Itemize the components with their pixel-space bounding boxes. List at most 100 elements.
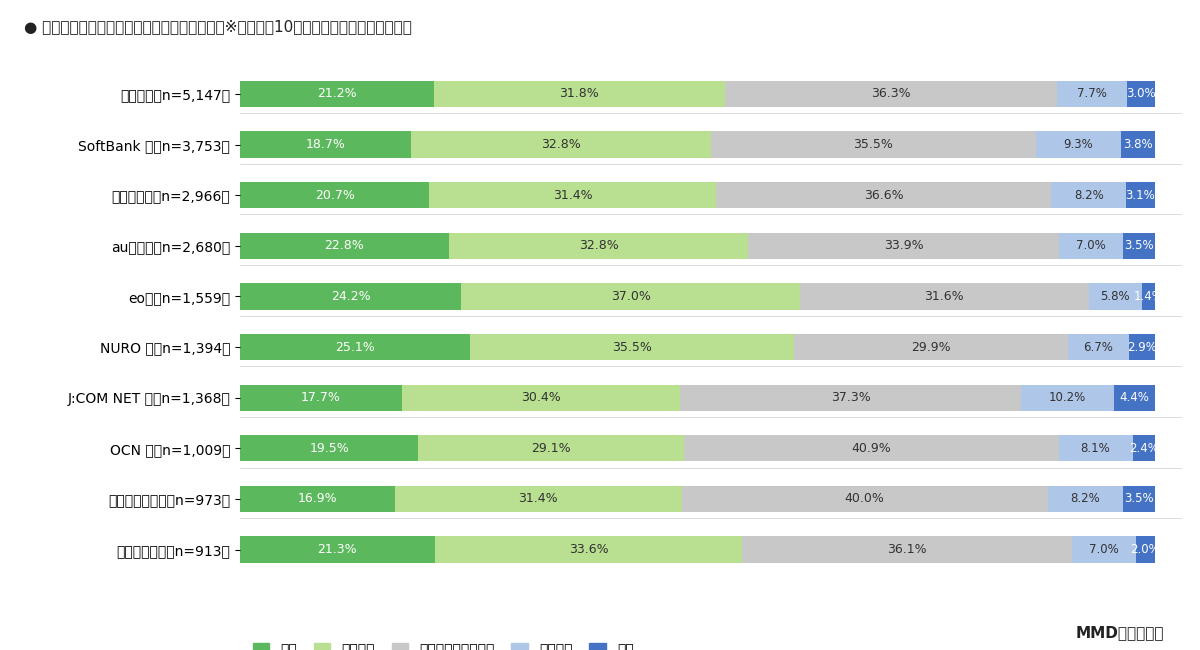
Bar — [419, 435, 684, 462]
Text: 3.5%: 3.5% — [1123, 239, 1153, 252]
Text: 21.3%: 21.3% — [318, 543, 358, 556]
Bar — [1057, 81, 1127, 107]
Text: 19.5%: 19.5% — [310, 442, 349, 455]
Text: 29.1%: 29.1% — [532, 442, 571, 455]
Bar — [434, 536, 742, 563]
Text: MMD研究所調べ: MMD研究所調べ — [1075, 625, 1164, 640]
Bar — [716, 182, 1051, 209]
Bar — [240, 536, 434, 563]
Text: 1.4%: 1.4% — [1133, 290, 1163, 303]
Text: 32.8%: 32.8% — [541, 138, 581, 151]
Text: 35.5%: 35.5% — [853, 138, 893, 151]
Bar — [1115, 385, 1154, 411]
Bar — [742, 536, 1073, 563]
Text: 6.7%: 6.7% — [1084, 341, 1114, 354]
Text: 31.4%: 31.4% — [553, 188, 593, 202]
Bar — [412, 131, 710, 158]
Text: 33.6%: 33.6% — [569, 543, 608, 556]
Bar — [240, 486, 395, 512]
Text: 17.7%: 17.7% — [301, 391, 341, 404]
Bar — [240, 131, 412, 158]
Bar — [1136, 536, 1154, 563]
Bar — [1036, 131, 1121, 158]
Bar — [710, 131, 1036, 158]
Text: 32.8%: 32.8% — [578, 239, 618, 252]
Bar — [469, 334, 794, 360]
Bar — [1122, 486, 1154, 512]
Text: 8.1%: 8.1% — [1081, 442, 1110, 455]
Bar — [240, 435, 419, 462]
Text: 31.8%: 31.8% — [559, 88, 599, 101]
Text: 3.0%: 3.0% — [1126, 88, 1156, 101]
Bar — [1121, 131, 1156, 158]
Text: 3.8%: 3.8% — [1123, 138, 1153, 151]
Text: 8.2%: 8.2% — [1074, 188, 1104, 202]
Bar — [430, 182, 716, 209]
Text: ● 光回線サービスの通信速度の満足度（単数）※利用上众10サービスの光回線サービス別: ● 光回線サービスの通信速度の満足度（単数）※利用上众10サービスの光回線サービ… — [24, 20, 412, 34]
Text: 9.3%: 9.3% — [1063, 138, 1093, 151]
Bar — [1068, 334, 1129, 360]
Bar — [1073, 536, 1136, 563]
Text: 5.8%: 5.8% — [1100, 290, 1130, 303]
Bar — [240, 233, 449, 259]
Bar — [1129, 334, 1156, 360]
Text: 7.0%: 7.0% — [1090, 543, 1120, 556]
Bar — [794, 334, 1068, 360]
Text: 22.8%: 22.8% — [324, 239, 364, 252]
Text: 25.1%: 25.1% — [335, 341, 374, 354]
Text: 37.3%: 37.3% — [830, 391, 870, 404]
Bar — [240, 81, 434, 107]
Bar — [1021, 385, 1115, 411]
Text: 31.4%: 31.4% — [518, 493, 558, 506]
Bar — [240, 283, 461, 309]
Text: 35.5%: 35.5% — [612, 341, 652, 354]
Bar — [240, 182, 430, 209]
Text: 36.1%: 36.1% — [887, 543, 926, 556]
Text: 20.7%: 20.7% — [314, 188, 354, 202]
Text: 31.6%: 31.6% — [924, 290, 964, 303]
Text: 3.5%: 3.5% — [1123, 493, 1153, 506]
Bar — [434, 81, 725, 107]
Bar — [1133, 435, 1154, 462]
Text: 21.2%: 21.2% — [317, 88, 356, 101]
Legend: 満足, やや満足, どちらとも言えない, やや不満, 不満: 満足, やや満足, どちらとも言えない, やや不満, 不満 — [247, 637, 640, 650]
Text: 30.4%: 30.4% — [521, 391, 560, 404]
Text: 2.4%: 2.4% — [1129, 442, 1158, 455]
Bar — [1051, 182, 1127, 209]
Bar — [749, 233, 1058, 259]
Bar — [1127, 182, 1154, 209]
Bar — [395, 486, 682, 512]
Bar — [240, 334, 469, 360]
Bar — [1122, 233, 1154, 259]
Bar — [1048, 486, 1122, 512]
Bar — [1088, 283, 1141, 309]
Text: 7.0%: 7.0% — [1075, 239, 1105, 252]
Text: 36.6%: 36.6% — [864, 188, 904, 202]
Bar — [684, 435, 1058, 462]
Text: 18.7%: 18.7% — [306, 138, 346, 151]
Bar — [1127, 81, 1154, 107]
Text: 37.0%: 37.0% — [611, 290, 650, 303]
Text: 4.4%: 4.4% — [1120, 391, 1150, 404]
Bar — [402, 385, 680, 411]
Text: 33.9%: 33.9% — [883, 239, 923, 252]
Text: 2.0%: 2.0% — [1130, 543, 1160, 556]
Text: 7.7%: 7.7% — [1076, 88, 1106, 101]
Bar — [461, 283, 799, 309]
Text: 24.2%: 24.2% — [331, 290, 371, 303]
Text: 40.0%: 40.0% — [845, 493, 884, 506]
Text: 8.2%: 8.2% — [1070, 493, 1100, 506]
Text: 3.1%: 3.1% — [1126, 188, 1156, 202]
Bar — [1058, 435, 1133, 462]
Text: 2.9%: 2.9% — [1127, 341, 1157, 354]
Bar — [1058, 233, 1122, 259]
Bar — [799, 283, 1088, 309]
Bar — [240, 385, 402, 411]
Bar — [725, 81, 1057, 107]
Text: 36.3%: 36.3% — [871, 88, 911, 101]
Text: 16.9%: 16.9% — [298, 493, 337, 506]
Bar — [680, 385, 1021, 411]
Text: 10.2%: 10.2% — [1049, 391, 1086, 404]
Bar — [449, 233, 749, 259]
Bar — [682, 486, 1048, 512]
